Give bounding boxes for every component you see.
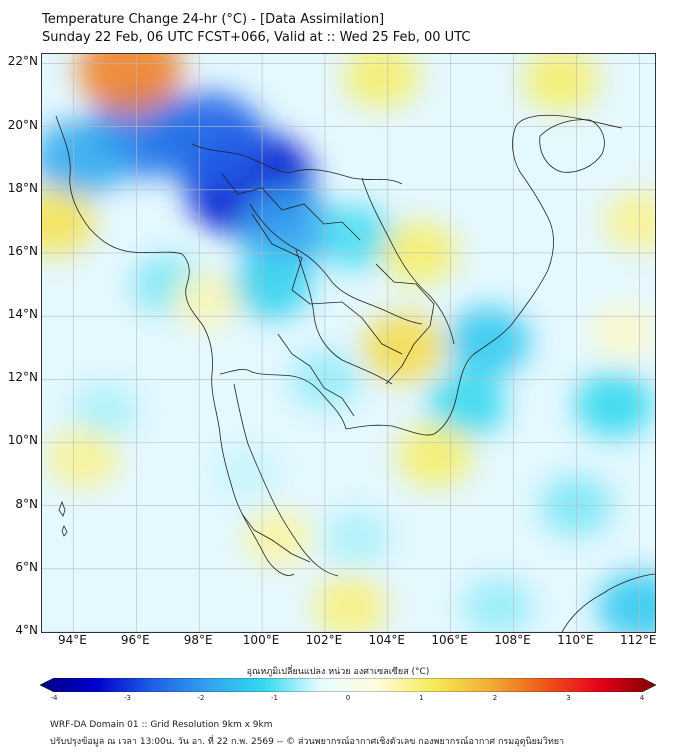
colorbar-tick-label: 2 [492, 694, 498, 702]
map-subtitle: Sunday 22 Feb, 06 UTC FCST+066, Valid at… [42, 30, 471, 45]
field-anomaly-30 [172, 272, 239, 329]
field-anomaly-18 [77, 54, 183, 114]
field-anomaly-14 [71, 382, 139, 439]
field-anomaly-20 [361, 312, 446, 383]
field-anomaly-10 [597, 571, 655, 632]
lon-label: 102°E [305, 633, 343, 647]
colorbar-tick-label: -2 [197, 694, 205, 702]
colorbar-tick-label: 3 [566, 694, 571, 702]
lat-label: 22°N [7, 54, 38, 69]
field-anomaly-17 [463, 577, 533, 632]
lon-label: 106°E [431, 633, 468, 647]
lon-label: 104°E [368, 633, 406, 647]
graticule [42, 54, 655, 632]
field-anomaly-26 [313, 575, 387, 632]
field-anomaly-9 [574, 371, 654, 438]
colorbar-tick-label: 0 [345, 694, 351, 702]
temperature-change-map [41, 53, 656, 633]
colorbar-tick-label: -3 [124, 694, 131, 702]
field-anomaly-24 [603, 191, 655, 252]
lon-label: 112°E [620, 633, 657, 647]
colorbar-bar [40, 678, 656, 692]
lon-label: 96°E [120, 633, 150, 647]
field-anomaly-5 [231, 250, 312, 319]
colorbar-title: อุณหภูมิเปลี่ยนแปลง หน่วย องศาเซลเซียส (… [246, 667, 430, 677]
field-anomaly-4 [42, 119, 127, 198]
lat-label: 14°N [7, 307, 38, 322]
field-anomaly-22 [343, 54, 420, 109]
footer-credit: ปรับปรุงข้อมูล ณ เวลา 13:00น. วัน อา. ที… [50, 737, 565, 747]
lon-label: 110°E [557, 633, 594, 647]
field-anomaly-25 [396, 423, 473, 488]
field-anomaly-19 [42, 187, 95, 256]
lon-label: 98°E [183, 633, 213, 647]
lat-label: 4°N [15, 623, 38, 637]
field-anomaly-23 [522, 54, 599, 112]
field-anomaly-28 [243, 508, 313, 567]
lat-label: 6°N [15, 559, 38, 574]
lon-label: 108°E [494, 633, 531, 647]
footer-model-info: WRF-DA Domain 01 :: Grid Resolution 9km … [50, 720, 273, 730]
field-anomaly-7 [446, 306, 530, 377]
field-anomaly-27 [47, 428, 119, 489]
lat-label: 10°N [7, 433, 38, 448]
colorbar [40, 678, 656, 692]
lat-label: 16°N [7, 243, 38, 258]
colorbar-tick-label: 1 [419, 694, 424, 702]
lon-label: 100°E [242, 633, 280, 647]
lon-label: 94°E [57, 633, 87, 647]
field-anomaly-3 [239, 187, 335, 268]
lat-label: 20°N [7, 117, 38, 132]
map-canvas [42, 54, 655, 632]
colorbar-tick-label: 4 [639, 694, 645, 702]
lat-label: 12°N [7, 370, 38, 385]
temperature-field [42, 54, 655, 632]
coastlines-and-borders [55, 114, 655, 632]
lat-label: 8°N [15, 496, 38, 511]
map-title: Temperature Change 24-hr (°C) - [Data As… [42, 12, 385, 27]
field-anomaly-16 [323, 509, 390, 566]
colorbar-tick-label: -1 [271, 694, 278, 702]
field-anomaly-29 [591, 304, 655, 359]
colorbar-tick-label: -4 [50, 694, 58, 702]
lat-label: 18°N [7, 180, 38, 195]
